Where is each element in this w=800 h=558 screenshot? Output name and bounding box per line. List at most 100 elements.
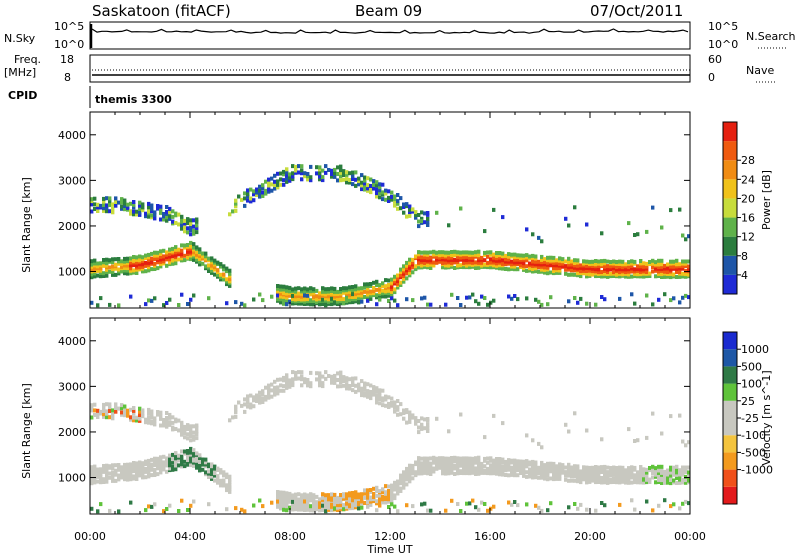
power-cell [153, 250, 157, 255]
velocity-cell [294, 503, 298, 508]
velocity-cell [363, 488, 367, 493]
power-cell [612, 274, 616, 278]
velocity-cell [396, 479, 400, 484]
power-cell [183, 221, 187, 226]
velocity-cell [198, 462, 202, 467]
power-cell [135, 255, 139, 260]
power-cell [495, 256, 499, 261]
power-cell [489, 265, 493, 270]
power-cell [318, 295, 322, 299]
power-cell [423, 250, 427, 255]
power-cell [627, 267, 631, 272]
power-cell [282, 287, 286, 292]
velocity-cell [594, 475, 598, 480]
power-cell [465, 295, 469, 300]
power-cell [348, 178, 352, 182]
power-cell [297, 297, 301, 302]
velocity-cell [228, 418, 232, 423]
power-cell [171, 261, 175, 266]
velocity-cell [291, 499, 295, 504]
power-cell [123, 198, 127, 203]
velocity-cell [408, 479, 412, 484]
power-cell [180, 223, 184, 228]
velocity-cell [609, 470, 613, 475]
velocity-cell [606, 480, 610, 485]
velocity-cell [327, 495, 331, 500]
power-cell [675, 262, 679, 267]
power-cell [168, 216, 172, 221]
velocity-cell [159, 414, 163, 419]
velocity-cell [93, 477, 97, 482]
velocity-cell [327, 505, 331, 510]
power-cell [525, 258, 529, 263]
velocity-cell [396, 485, 400, 489]
velocity-cell [162, 462, 166, 467]
velocity-cell [282, 378, 286, 383]
power-cell [582, 268, 586, 273]
velocity-cell [228, 474, 232, 479]
power-cell [102, 196, 106, 201]
velocity-cell [147, 466, 151, 471]
velocity-cell [441, 471, 445, 476]
velocity-cell [159, 416, 163, 421]
y-tick-label: 2000 [58, 220, 86, 233]
velocity-cell [192, 448, 196, 453]
velocity-cell [162, 509, 166, 514]
power-cell [618, 296, 622, 301]
power-cell [96, 209, 100, 213]
power-cell [291, 287, 295, 292]
velocity-cell [657, 480, 661, 484]
velocity-cell [156, 466, 160, 471]
velocity-cell [585, 507, 589, 512]
velocity-cell [222, 473, 226, 478]
power-cell [354, 299, 358, 304]
power-cell [201, 256, 205, 261]
power-cell [195, 245, 199, 250]
power-cell [330, 291, 334, 296]
velocity-cell [369, 502, 373, 507]
velocity-cell [132, 411, 136, 416]
velocity-cell [99, 474, 103, 479]
velocity-cell [141, 468, 145, 473]
velocity-cell [126, 477, 130, 482]
velocity-cell [315, 494, 319, 499]
velocity-cell [579, 480, 583, 485]
velocity-cell [624, 473, 628, 478]
power-cell [465, 260, 469, 265]
power-cell [315, 294, 319, 299]
velocity-cell [225, 488, 229, 493]
power-cell [174, 211, 178, 216]
velocity-cell [273, 379, 277, 384]
velocity-cell [294, 500, 298, 505]
velocity-cell [447, 429, 451, 434]
velocity-cell [390, 493, 394, 498]
power-cell [501, 261, 505, 266]
power-cell [363, 289, 367, 294]
power-cell [168, 297, 172, 302]
power-cell [423, 295, 427, 300]
velocity-cell [543, 463, 547, 468]
power-cell [486, 250, 490, 255]
velocity-cell [351, 383, 355, 387]
power-cell [228, 279, 232, 284]
x-tick-label: 00:00 [674, 530, 706, 543]
velocity-cell [552, 475, 556, 479]
velocity-cell [210, 476, 214, 481]
velocity-cell [336, 508, 340, 512]
velocity-cell [279, 377, 283, 382]
power-cell [408, 213, 412, 218]
velocity-cell [366, 394, 370, 399]
velocity-cell [621, 478, 625, 483]
power-cell [180, 256, 184, 261]
velocity-cell [402, 416, 406, 421]
velocity-cell [186, 427, 190, 431]
power-cell [513, 255, 517, 260]
power-cell [360, 299, 364, 304]
velocity-cell [678, 480, 682, 485]
power-cell [444, 265, 448, 270]
power-cell [201, 261, 205, 266]
power-cell [291, 164, 295, 169]
power-cell [147, 268, 151, 273]
velocity-cell [339, 384, 343, 389]
power-cell [480, 255, 484, 260]
